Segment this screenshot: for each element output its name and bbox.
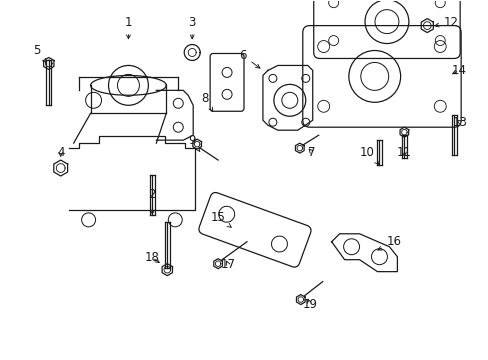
Text: 14: 14 — [451, 64, 466, 77]
Text: 7: 7 — [307, 145, 315, 159]
Text: 12: 12 — [434, 16, 458, 29]
Text: 15: 15 — [210, 211, 231, 227]
Text: 1: 1 — [124, 16, 132, 39]
Text: 18: 18 — [144, 251, 160, 264]
Text: 13: 13 — [452, 116, 467, 129]
Text: 16: 16 — [377, 235, 401, 250]
Text: 8: 8 — [201, 92, 212, 111]
Text: 9: 9 — [188, 134, 200, 152]
Text: 19: 19 — [302, 298, 317, 311]
Text: 10: 10 — [359, 145, 378, 164]
Text: 6: 6 — [239, 49, 259, 68]
Text: 5: 5 — [33, 44, 46, 63]
Text: 2: 2 — [148, 188, 156, 214]
Text: 4: 4 — [57, 145, 64, 159]
Text: 11: 11 — [396, 145, 411, 159]
Text: 17: 17 — [220, 258, 235, 271]
Text: 3: 3 — [188, 16, 196, 39]
